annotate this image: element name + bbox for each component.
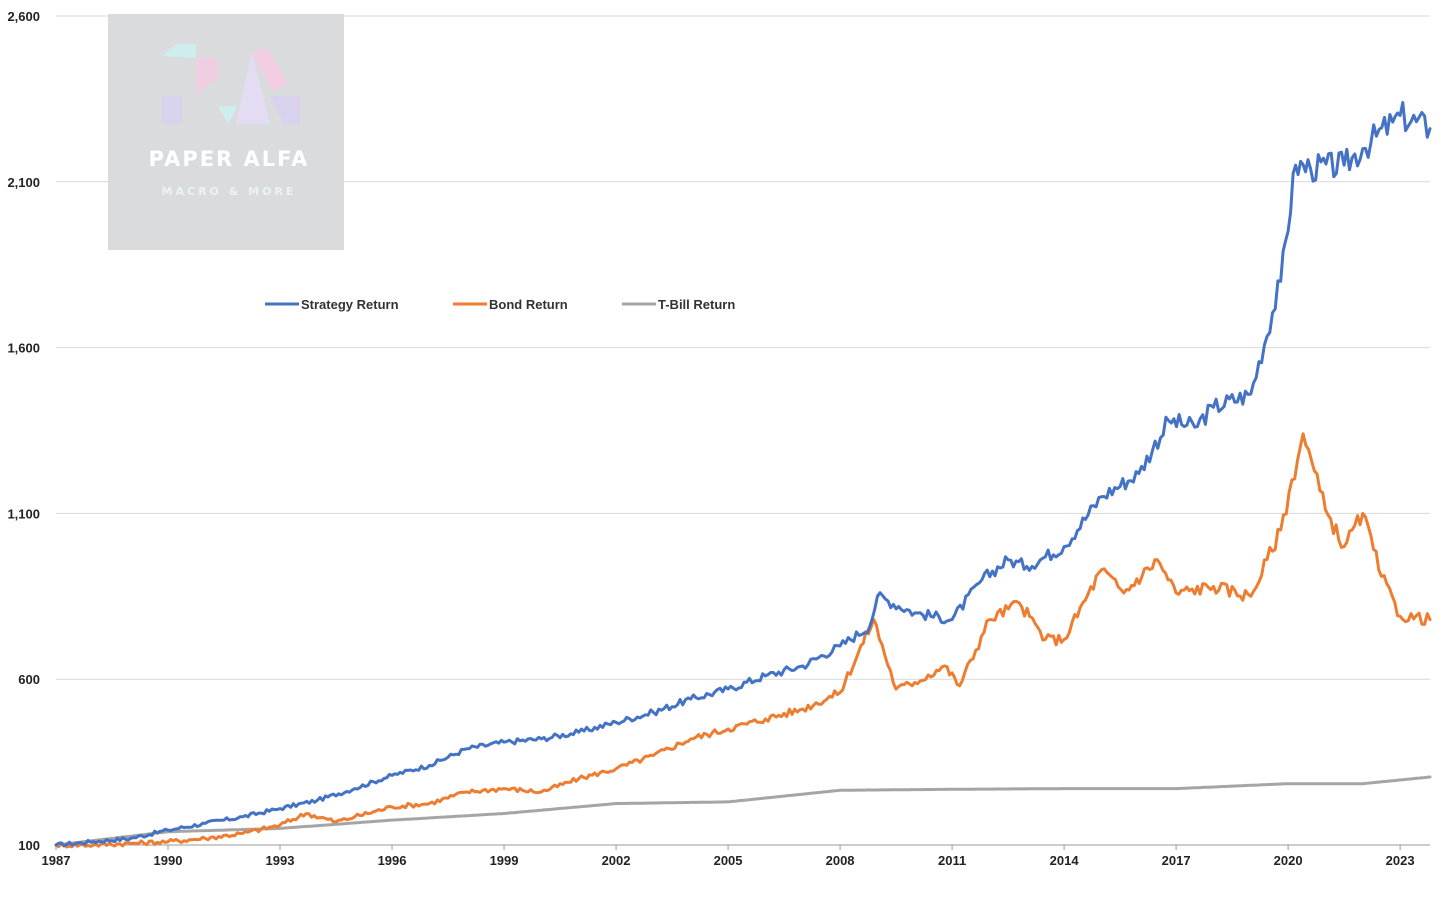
y-tick-label: 2,100 (7, 175, 40, 190)
watermark-title: PAPER ALFA (149, 147, 310, 171)
legend-label: T-Bill Return (658, 297, 735, 312)
paper-alfa-logo-icon (162, 44, 300, 124)
y-tick-label: 2,600 (7, 9, 40, 24)
series-line-bond-return (54, 432, 1432, 849)
x-tick-label: 1999 (490, 853, 519, 868)
x-tick-label: 1990 (154, 853, 183, 868)
x-tick-label: 2002 (602, 853, 631, 868)
x-tick-label: 2005 (714, 853, 743, 868)
watermark: PAPER ALFA MACRO & MORE (108, 14, 344, 250)
y-tick-label: 100 (18, 838, 40, 853)
x-tick-label: 2020 (1274, 853, 1303, 868)
x-tick-label: 1996 (378, 853, 407, 868)
x-tick-label: 2014 (1050, 853, 1080, 868)
legend-label: Bond Return (489, 297, 568, 312)
y-axis: 100 600 1,100 1,600 2,100 2,600 (7, 9, 40, 853)
x-tick-label: 1987 (42, 853, 71, 868)
x-tick-label: 2008 (826, 853, 855, 868)
y-tick-label: 1,100 (7, 506, 40, 521)
series-line-t-bill-return (54, 775, 1432, 847)
x-tick-label: 2023 (1386, 853, 1415, 868)
y-tick-label: 600 (18, 672, 40, 687)
series-line-strategy-return (54, 101, 1432, 848)
watermark-subtitle: MACRO & MORE (162, 185, 297, 198)
y-tick-label: 1,600 (7, 341, 40, 356)
x-tick-label: 1993 (266, 853, 295, 868)
x-axis: 1987 1990 1993 1996 1999 2002 2005 2008 2011 2014… (42, 844, 1430, 868)
legend: Strategy Return Bond Return T-Bill Return (265, 297, 735, 312)
x-tick-label: 2011 (938, 853, 966, 868)
x-tick-label: 2017 (1162, 853, 1191, 868)
legend-label: Strategy Return (301, 297, 399, 312)
series-lines (54, 101, 1432, 849)
